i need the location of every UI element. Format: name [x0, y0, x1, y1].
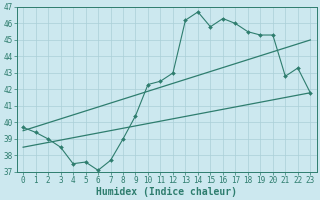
X-axis label: Humidex (Indice chaleur): Humidex (Indice chaleur)	[96, 186, 237, 197]
